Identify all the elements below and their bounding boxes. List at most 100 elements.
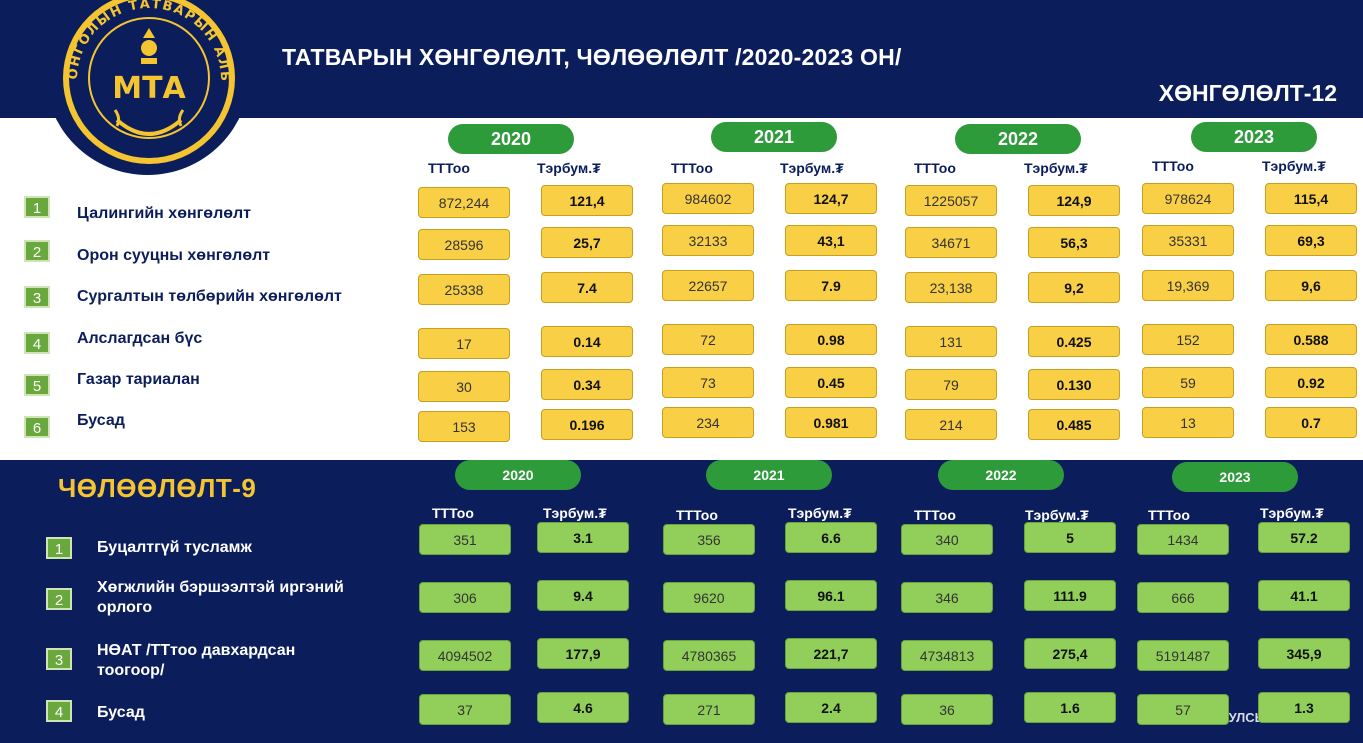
count-cell: 23,138 — [905, 272, 997, 303]
amount-cell: 0.130 — [1028, 369, 1120, 400]
col-header-amount: Тэрбум.₮ — [1025, 507, 1089, 523]
count-cell: 13 — [1142, 407, 1234, 438]
amount-cell: 0.485 — [1028, 409, 1120, 440]
year-pill-2023: 2023 — [1191, 122, 1317, 152]
row-label: Хөгжлийн бэршээлтэй иргэний орлого — [97, 579, 344, 616]
count-cell: 37 — [419, 694, 511, 725]
amount-cell: 1.3 — [1258, 692, 1350, 723]
amount-cell: 221,7 — [785, 638, 877, 669]
count-cell: 30 — [418, 371, 510, 402]
count-cell: 351 — [419, 524, 511, 555]
amount-cell: 9,2 — [1028, 272, 1120, 303]
count-cell: 19,369 — [1142, 270, 1234, 301]
count-cell: 666 — [1137, 582, 1229, 613]
count-cell: 306 — [419, 582, 511, 613]
amount-cell: 177,9 — [537, 638, 629, 669]
amount-cell: 0.34 — [541, 369, 633, 400]
count-cell: 978624 — [1142, 183, 1234, 214]
year-pill-2021: 2021 — [711, 122, 837, 152]
count-cell: 79 — [905, 369, 997, 400]
row-number: 2 — [24, 240, 50, 262]
amount-cell: 96.1 — [785, 580, 877, 611]
amount-cell: 5 — [1024, 522, 1116, 553]
row-label: Буцалтгүй тусламж — [97, 539, 252, 556]
count-cell: 340 — [901, 524, 993, 555]
amount-cell: 121,4 — [541, 185, 633, 216]
amount-cell: 115,4 — [1265, 183, 1357, 214]
exemption-heading: ЧӨЛӨӨЛӨЛТ-9 — [58, 473, 257, 503]
count-cell: 73 — [662, 367, 754, 398]
page-title: ТАТВАРЫН ХӨНГӨЛӨЛТ, ЧӨЛӨӨЛӨЛТ /2020-2023… — [282, 44, 902, 70]
count-cell: 34671 — [905, 227, 997, 258]
count-cell: 57 — [1137, 694, 1229, 725]
row-label: НӨАТ /ТТтоо давхардсан тоогоор/ — [97, 642, 296, 679]
col-header-count: ТТТоо — [676, 507, 718, 523]
count-cell: 32133 — [662, 225, 754, 256]
count-cell: 4780365 — [663, 640, 755, 671]
count-cell: 22657 — [662, 270, 754, 301]
col-header-amount: Тэрбум.₮ — [537, 160, 601, 176]
row-label: Газар тариалан — [77, 371, 200, 388]
amount-cell: 0.98 — [785, 324, 877, 355]
year-pill-2023: 2023 — [1172, 462, 1298, 492]
amount-cell: 0.196 — [541, 409, 633, 440]
year-pill-2021: 2021 — [706, 460, 832, 490]
tax-administration-logo: МОНГОЛЫН ТАТВАРЫН АЛБА МТА — [45, 0, 250, 175]
row-number: 2 — [46, 588, 72, 610]
row-number: 1 — [24, 196, 50, 218]
count-cell: 271 — [663, 694, 755, 725]
count-cell: 4094502 — [419, 640, 511, 671]
col-header-count: ТТТоо — [1152, 158, 1194, 174]
amount-cell: 0.981 — [785, 407, 877, 438]
count-cell: 1434 — [1137, 524, 1229, 555]
row-label: Цалингийн хөнгөлөлт — [77, 205, 251, 222]
col-header-amount: Тэрбум.₮ — [1262, 158, 1326, 174]
amount-cell: 7.9 — [785, 270, 877, 301]
amount-cell: 0.588 — [1265, 324, 1357, 355]
col-header-count: ТТТоо — [432, 505, 474, 521]
col-header-amount: Тэрбум.₮ — [1260, 505, 1324, 521]
count-cell: 234 — [662, 407, 754, 438]
count-cell: 36 — [901, 694, 993, 725]
amount-cell: 111.9 — [1024, 580, 1116, 611]
count-cell: 35331 — [1142, 225, 1234, 256]
col-header-count: ТТТоо — [428, 160, 470, 176]
amount-cell: 124,7 — [785, 183, 877, 214]
col-header-count: ТТТоо — [1148, 507, 1190, 523]
count-cell: 152 — [1142, 324, 1234, 355]
amount-cell: 25,7 — [541, 227, 633, 258]
row-number: 4 — [46, 700, 72, 722]
count-cell: 4734813 — [901, 640, 993, 671]
year-pill-2020: 2020 — [455, 460, 581, 490]
amount-cell: 345,9 — [1258, 638, 1350, 669]
amount-cell: 6.6 — [785, 522, 877, 553]
col-header-amount: Тэрбум.₮ — [788, 505, 852, 521]
count-cell: 72 — [662, 324, 754, 355]
count-cell: 25338 — [418, 274, 510, 305]
amount-cell: 3.1 — [537, 522, 629, 553]
col-header-amount: Тэрбум.₮ — [1024, 160, 1088, 176]
row-label: Бусад — [77, 412, 125, 429]
count-cell: 59 — [1142, 367, 1234, 398]
count-cell: 214 — [905, 409, 997, 440]
row-number: 5 — [24, 374, 50, 396]
col-header-amount: Тэрбум.₮ — [780, 160, 844, 176]
year-pill-2022: 2022 — [938, 460, 1064, 490]
amount-cell: 275,4 — [1024, 638, 1116, 669]
row-label: Сургалтын төлбөрийн хөнгөлөлт — [77, 288, 342, 305]
row-number: 6 — [24, 416, 50, 438]
count-cell: 17 — [418, 328, 510, 359]
amount-cell: 0.45 — [785, 367, 877, 398]
amount-cell: 4.6 — [537, 692, 629, 723]
amount-cell: 0.425 — [1028, 326, 1120, 357]
amount-cell: 41.1 — [1258, 580, 1350, 611]
count-cell: 1225057 — [905, 185, 997, 216]
row-label: Алслагдсан бүс — [77, 330, 203, 347]
amount-cell: 0.14 — [541, 326, 633, 357]
count-cell: 28596 — [418, 229, 510, 260]
count-cell: 153 — [418, 411, 510, 442]
amount-cell: 43,1 — [785, 225, 877, 256]
logo-monogram: МТА — [112, 71, 186, 106]
row-label: Бусад — [97, 704, 145, 721]
amount-cell: 69,3 — [1265, 225, 1357, 256]
